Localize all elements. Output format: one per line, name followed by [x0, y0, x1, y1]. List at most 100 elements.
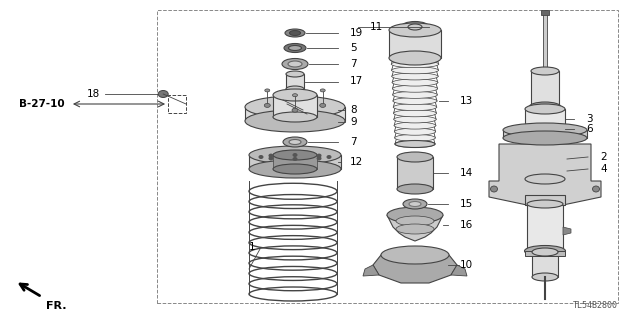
Polygon shape	[373, 255, 457, 283]
Text: 12: 12	[350, 157, 364, 167]
Ellipse shape	[249, 160, 341, 178]
Bar	[525, 251, 565, 256]
Ellipse shape	[392, 85, 438, 92]
Ellipse shape	[392, 67, 438, 74]
Polygon shape	[489, 144, 601, 205]
Text: 4: 4	[600, 164, 607, 174]
Ellipse shape	[394, 110, 436, 117]
Ellipse shape	[531, 67, 559, 75]
Ellipse shape	[289, 46, 301, 50]
Ellipse shape	[393, 91, 437, 98]
Bar	[531, 71, 559, 107]
Ellipse shape	[532, 273, 558, 281]
Text: 1: 1	[248, 242, 255, 252]
Ellipse shape	[273, 112, 317, 122]
Ellipse shape	[394, 128, 436, 135]
Ellipse shape	[320, 89, 325, 92]
Ellipse shape	[264, 103, 270, 108]
Ellipse shape	[408, 24, 422, 30]
Ellipse shape	[389, 51, 441, 65]
Ellipse shape	[285, 29, 305, 37]
Text: 18: 18	[87, 89, 100, 99]
Polygon shape	[451, 265, 467, 276]
Ellipse shape	[401, 21, 429, 33]
Polygon shape	[387, 215, 443, 241]
Ellipse shape	[292, 94, 298, 97]
Text: 7: 7	[350, 137, 356, 147]
Ellipse shape	[392, 79, 438, 86]
Ellipse shape	[393, 98, 437, 105]
Bar	[541, 10, 549, 15]
Ellipse shape	[283, 137, 307, 147]
Text: 2: 2	[600, 152, 607, 162]
Ellipse shape	[395, 140, 435, 147]
Ellipse shape	[265, 89, 270, 92]
Ellipse shape	[394, 122, 436, 129]
Ellipse shape	[288, 61, 302, 67]
Ellipse shape	[326, 155, 332, 159]
Ellipse shape	[381, 246, 449, 264]
Bar	[532, 252, 558, 277]
Bar	[286, 74, 304, 89]
Ellipse shape	[273, 89, 317, 101]
Bar	[527, 204, 563, 251]
Bar	[525, 109, 565, 179]
Text: 8: 8	[350, 105, 356, 115]
Bar	[249, 155, 341, 169]
Ellipse shape	[395, 134, 435, 141]
Ellipse shape	[286, 86, 304, 92]
Ellipse shape	[396, 224, 434, 234]
Bar	[503, 130, 587, 138]
Polygon shape	[245, 107, 345, 121]
Ellipse shape	[292, 153, 298, 157]
Text: 10: 10	[460, 260, 473, 270]
Text: TL54B2800: TL54B2800	[573, 300, 618, 309]
Ellipse shape	[525, 246, 566, 256]
Ellipse shape	[490, 186, 497, 192]
Text: 5: 5	[350, 43, 356, 53]
Ellipse shape	[289, 139, 301, 145]
Ellipse shape	[525, 174, 565, 184]
Ellipse shape	[273, 164, 317, 174]
Ellipse shape	[289, 31, 301, 35]
Ellipse shape	[389, 23, 441, 37]
Ellipse shape	[317, 156, 321, 160]
Ellipse shape	[409, 202, 421, 206]
Ellipse shape	[284, 43, 306, 53]
Ellipse shape	[245, 110, 345, 132]
Ellipse shape	[259, 155, 264, 159]
Ellipse shape	[527, 200, 563, 208]
Ellipse shape	[527, 247, 563, 255]
Bar	[273, 95, 317, 117]
Ellipse shape	[525, 104, 565, 114]
Polygon shape	[563, 227, 571, 235]
Ellipse shape	[282, 58, 308, 70]
Text: 9: 9	[350, 117, 356, 127]
Ellipse shape	[286, 71, 304, 77]
Ellipse shape	[292, 108, 298, 112]
Bar	[389, 30, 441, 58]
Text: 6: 6	[586, 124, 593, 134]
Text: 17: 17	[350, 77, 364, 86]
Text: 16: 16	[460, 220, 473, 230]
Ellipse shape	[268, 156, 273, 160]
Ellipse shape	[268, 153, 273, 158]
Ellipse shape	[387, 207, 443, 223]
Text: 11: 11	[370, 22, 383, 32]
Ellipse shape	[249, 146, 341, 164]
Text: 19: 19	[350, 28, 364, 38]
Polygon shape	[363, 265, 379, 276]
Ellipse shape	[529, 102, 561, 112]
Text: 14: 14	[460, 168, 473, 178]
Ellipse shape	[394, 116, 436, 123]
Ellipse shape	[532, 248, 558, 256]
Ellipse shape	[320, 103, 326, 108]
Ellipse shape	[391, 61, 438, 68]
Ellipse shape	[292, 157, 298, 161]
Ellipse shape	[395, 140, 435, 147]
Bar	[525, 195, 565, 205]
Text: B-27-10: B-27-10	[19, 99, 65, 109]
Ellipse shape	[158, 91, 168, 98]
Ellipse shape	[245, 96, 345, 118]
Ellipse shape	[394, 104, 436, 111]
